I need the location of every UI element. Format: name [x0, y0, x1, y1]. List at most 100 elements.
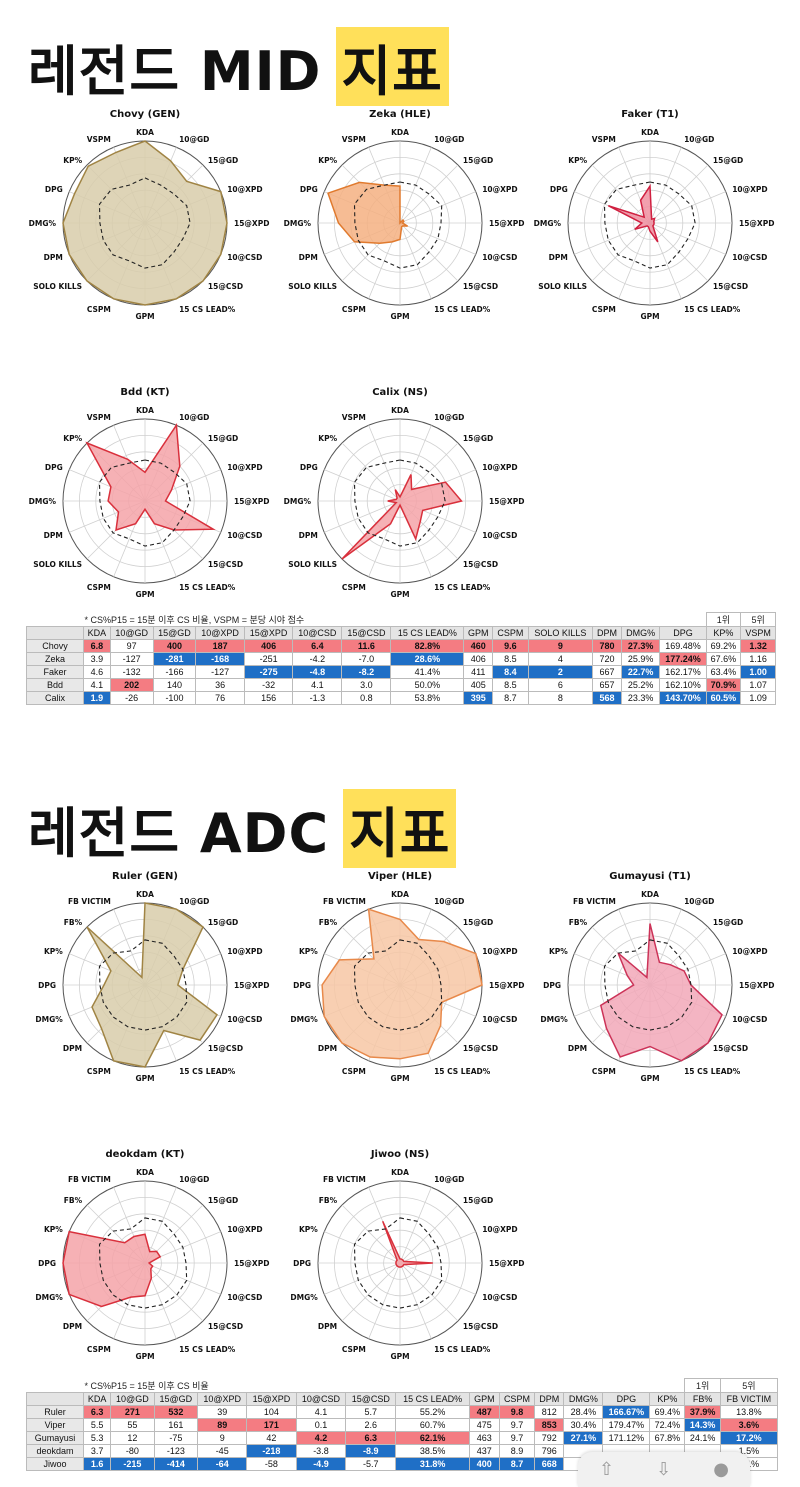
axis-label: 10@CSD	[227, 1293, 262, 1302]
axis-label: DPG	[293, 1259, 311, 1268]
axis-line	[399, 1262, 459, 1322]
axis-line	[399, 222, 476, 255]
column-header: 10@XPD	[195, 626, 245, 640]
column-header: DMG%	[563, 1392, 604, 1406]
axis-line	[399, 164, 459, 224]
axis-line	[341, 1262, 401, 1322]
row-player-name: Zeka	[26, 652, 84, 666]
axis-label: KP%	[568, 156, 587, 165]
table-cell: 6.4	[292, 639, 343, 653]
radar-svg: Gumayusi (T1) KDA 10@GD 15@GD 10@XPD 15@XPD 10…	[540, 871, 774, 1083]
axis-label: DPM	[44, 531, 63, 540]
axis-label: CSPM	[342, 1345, 366, 1354]
table-cell: 42	[246, 1431, 297, 1445]
table-cell: 568	[592, 691, 622, 705]
player-series	[86, 902, 219, 1068]
axis-label: CSPM	[592, 305, 616, 314]
row-player-name: Viper	[26, 1418, 84, 1432]
table-cell: 76	[195, 691, 245, 705]
column-header: 15@GD	[153, 1392, 199, 1406]
player-series	[341, 474, 463, 560]
axis-label: 15@CSD	[463, 1322, 498, 1331]
table-row: Calix 1.9 -26 -100 76 156 -1.3 0.8 53.8% 395 8.7 8 5…	[26, 691, 776, 705]
table-cell: 1.09	[740, 691, 776, 705]
table-cell: 187	[195, 639, 245, 653]
axis-line	[324, 469, 401, 502]
axis-label: 10@XPD	[732, 185, 767, 194]
table-cell: 55	[110, 1418, 155, 1432]
row-player-name: Chovy	[26, 639, 84, 653]
radar-svg: Chovy (GEN) KDA 10@GD 15@GD 10@XPD 15@XPD 10@C…	[29, 109, 270, 321]
table-cell: 62.1%	[395, 1431, 471, 1445]
axis-line	[341, 1204, 401, 1264]
radar-svg: Zeka (HLE) KDA 10@GD 15@GD 10@XPD 15@XPD 10@CS…	[284, 109, 525, 321]
table-cell: 2	[527, 665, 594, 679]
table-cell: 1.32	[740, 639, 776, 653]
table-cell: 28.6%	[390, 652, 465, 666]
player-series	[607, 183, 659, 243]
axis-label: 10@GD	[179, 413, 209, 422]
column-header: CSPM	[498, 1392, 536, 1406]
chart-title: Chovy (GEN)	[110, 109, 180, 120]
axis-label: KP%	[299, 947, 318, 956]
axis-label: 15 CS LEAD%	[179, 583, 236, 592]
axis-line	[399, 1204, 459, 1264]
table-cell: 55.2%	[395, 1405, 471, 1419]
radar-chart: Bdd (KT) KDA 10@GD 15@GD 10@XPD 15@XPD 10@CSD 1…	[29, 383, 270, 608]
table-cell: 395	[463, 691, 494, 705]
axis-label: KDA	[391, 128, 409, 137]
table-cell: 1.16	[740, 652, 776, 666]
table-cell: -218	[246, 1444, 297, 1458]
table-cell: 169.48%	[659, 639, 707, 653]
legend-rank1: 1위	[705, 612, 742, 627]
chart-title: Viper (HLE)	[368, 871, 432, 882]
axis-label: 10@XPD	[482, 1225, 517, 1234]
axis-label: 15@CSD	[208, 560, 243, 569]
table-cell: 50.0%	[390, 678, 465, 692]
axis-label: FB%	[64, 918, 83, 927]
radar-svg: Viper (HLE) KDA 10@GD 15@GD 10@XPD 15@XPD 10@C…	[290, 871, 524, 1083]
table-cell: -132	[109, 665, 154, 679]
radar-svg: Faker (T1) KDA 10@GD 15@GD 10@XPD 15@XPD 10@CS…	[534, 109, 775, 321]
comment-icon[interactable]: ●	[713, 1459, 729, 1480]
axis-line	[591, 222, 651, 282]
section-heading: 레전드 MID 지표	[28, 26, 449, 106]
column-header: 15@CSD	[341, 626, 392, 640]
table-row: Faker 4.6 -132 -166 -127 -275 -4.8 -8.2 41.4% 411…	[26, 665, 776, 679]
table-cell: 104	[246, 1405, 297, 1419]
axis-label: KDA	[136, 1168, 154, 1177]
column-header: 15 CS LEAD%	[390, 626, 465, 640]
axis-label: DPM	[318, 1322, 337, 1331]
table-note: * CS%P15 = 15분 이후 CS 비율	[26, 1378, 685, 1393]
table-cell: 5.5	[82, 1418, 112, 1432]
table-cell: 405	[463, 678, 494, 692]
axis-label: KDA	[136, 406, 154, 415]
legend-rank1: 1위	[684, 1378, 721, 1393]
axis-label: DMG%	[290, 1293, 318, 1302]
axis-label: 15@XPD	[234, 981, 269, 990]
axis-line	[399, 191, 476, 224]
table-cell: 400	[152, 639, 197, 653]
table-cell: 9	[197, 1431, 248, 1445]
axis-label: 10@GD	[179, 1175, 209, 1184]
table-cell: 400	[469, 1457, 500, 1471]
axis-label: 15 CS LEAD%	[434, 1345, 491, 1354]
chart-title: Gumayusi (T1)	[609, 871, 691, 882]
column-header: GPM	[469, 1392, 500, 1406]
average-series	[603, 939, 693, 1031]
table-cell: 9.7	[498, 1431, 536, 1445]
table-cell: 25.2%	[620, 678, 661, 692]
table-cell: -64	[197, 1457, 248, 1471]
download-icon[interactable]: ⇩	[656, 1459, 672, 1480]
table-cell: -75	[153, 1431, 199, 1445]
average-series	[603, 181, 696, 269]
table-cell: -1.3	[292, 691, 343, 705]
table-cell: 9.8	[498, 1405, 536, 1419]
header-corner	[26, 1392, 84, 1406]
player-series	[599, 923, 723, 1062]
share-icon[interactable]: ⇧	[599, 1459, 615, 1480]
chart-title: Ruler (GEN)	[112, 871, 178, 882]
column-header: 15@XPD	[243, 626, 294, 640]
table-cell: 1.00	[740, 665, 776, 679]
axis-label: CSPM	[342, 305, 366, 314]
